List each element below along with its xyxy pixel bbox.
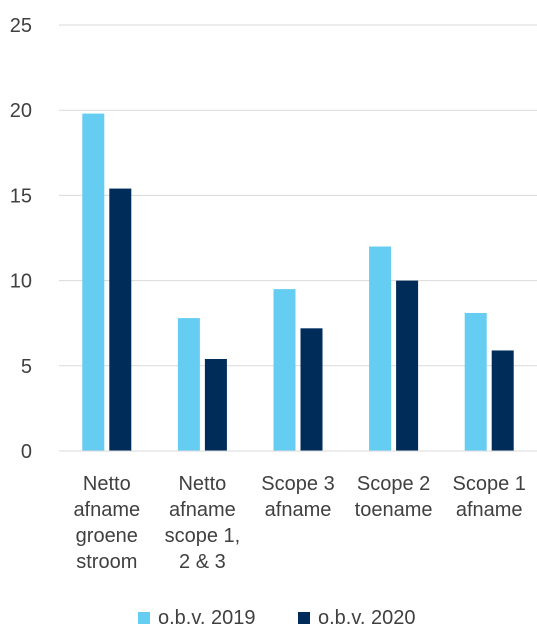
- bar-series-1-category-2: [177, 318, 200, 451]
- x-category-label: Netto afname scope 1, 2 & 3: [165, 473, 241, 573]
- x-category-label: Scope 1 afname: [453, 473, 526, 521]
- x-category-label-line: afname: [456, 499, 523, 521]
- y-tick-label: 15: [10, 185, 32, 207]
- x-category-label-line: Scope 1: [453, 473, 526, 495]
- legend-swatch: [138, 612, 150, 624]
- y-tick-label: 5: [21, 356, 32, 378]
- legend-label: o.b.v. 2020: [318, 607, 415, 629]
- x-axis: Netto afname groene stroom Netto afname scope …: [59, 450, 537, 573]
- x-category-label-line: scope 1,: [165, 525, 241, 547]
- x-category-label-line: stroom: [76, 551, 137, 573]
- x-category-label: Scope 2 toename: [355, 473, 433, 521]
- legend-swatch: [298, 612, 310, 624]
- x-category-label-line: Netto: [83, 473, 131, 495]
- bar-series-1-category-4: [369, 246, 392, 451]
- x-category-label: Scope 3 afname: [261, 473, 334, 521]
- bar-series-1-category-5: [464, 312, 487, 451]
- bar-series-2-category-2: [204, 358, 227, 451]
- x-category-label-line: Scope 2: [357, 473, 430, 495]
- y-axis: 0 5 10 15 20 25: [10, 15, 32, 463]
- y-tick-label: 25: [10, 15, 32, 37]
- x-category-label-line: afname: [265, 499, 332, 521]
- bar-series-1-category-3: [273, 289, 296, 451]
- gridlines: [59, 24, 537, 367]
- x-category-label-line: 2 & 3: [179, 551, 226, 573]
- x-category-label-line: toename: [355, 499, 433, 521]
- y-tick-label: 10: [10, 271, 32, 293]
- y-tick-label: 20: [10, 100, 32, 122]
- x-category-label-line: afname: [73, 499, 140, 521]
- bar-series-1-category-1: [82, 113, 105, 451]
- bar-series-2-category-4: [396, 280, 419, 451]
- bar-series-2-category-3: [300, 328, 323, 451]
- legend-label: o.b.v. 2019: [158, 607, 255, 629]
- x-category-label-line: Netto: [178, 473, 226, 495]
- bars: [82, 113, 514, 452]
- x-category-label: Netto afname groene stroom: [73, 473, 140, 573]
- x-category-label-line: Scope 3: [261, 473, 334, 495]
- x-category-label-line: afname: [169, 499, 236, 521]
- x-category-label-line: groene: [76, 525, 138, 547]
- bar-series-2-category-5: [491, 350, 514, 451]
- legend: o.b.v. 2019 o.b.v. 2020: [138, 607, 415, 629]
- bar-series-2-category-1: [109, 188, 132, 452]
- y-tick-label: 0: [21, 441, 32, 463]
